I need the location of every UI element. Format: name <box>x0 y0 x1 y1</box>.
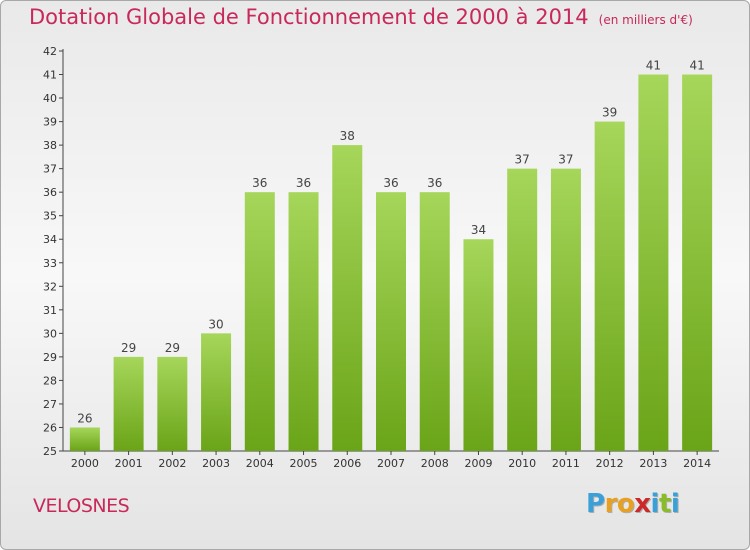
y-tick-label: 33 <box>43 257 57 270</box>
bar <box>332 145 363 451</box>
y-tick-label: 37 <box>43 163 57 176</box>
y-tick-label: 38 <box>43 139 57 152</box>
y-tick-label: 27 <box>43 398 57 411</box>
bar <box>288 192 319 452</box>
bar <box>507 168 538 451</box>
chart-title: Dotation Globale de Fonctionnement de 20… <box>29 5 693 29</box>
y-tick-label: 35 <box>43 210 57 223</box>
y-tick-label: 26 <box>43 421 57 434</box>
y-tick-label: 42 <box>43 45 57 58</box>
x-tick-label: 2004 <box>246 457 274 470</box>
logo-letter: r <box>604 489 618 519</box>
bar <box>244 192 275 452</box>
x-tick-label: 2011 <box>552 457 580 470</box>
bar <box>419 192 450 452</box>
bar <box>638 74 669 451</box>
logo-letter: i <box>670 489 680 519</box>
x-tick-label: 2009 <box>464 457 492 470</box>
bar <box>113 356 144 451</box>
y-tick-label: 30 <box>43 327 57 340</box>
data-label: 41 <box>689 59 704 73</box>
y-tick-label: 39 <box>43 116 57 129</box>
x-tick-label: 2000 <box>71 457 99 470</box>
x-tick-label: 2003 <box>202 457 230 470</box>
data-label: 36 <box>383 176 398 190</box>
y-tick-label: 36 <box>43 186 57 199</box>
x-tick-label: 2013 <box>639 457 667 470</box>
data-label: 38 <box>340 129 355 143</box>
unit-text: (en milliers d'€) <box>598 13 693 27</box>
data-label: 41 <box>646 59 661 73</box>
commune-name: VELOSNES <box>33 495 130 517</box>
bar <box>594 121 625 452</box>
y-tick-label: 28 <box>43 374 57 387</box>
data-label: 30 <box>208 317 223 331</box>
y-tick-label: 40 <box>43 92 57 105</box>
bar <box>201 333 232 451</box>
bar <box>376 192 406 452</box>
title-text: Dotation Globale de Fonctionnement de 20… <box>29 5 589 29</box>
x-tick-label: 2014 <box>683 457 711 470</box>
data-label: 26 <box>77 411 92 425</box>
y-tick-label: 31 <box>43 304 57 317</box>
x-tick-label: 2008 <box>421 457 449 470</box>
data-label: 29 <box>165 341 180 355</box>
proxiti-logo[interactable]: Proxiti <box>586 489 680 519</box>
bar <box>463 239 494 451</box>
x-tick-label: 2005 <box>290 457 318 470</box>
logo-letter: x <box>634 489 651 519</box>
data-label: 36 <box>296 176 311 190</box>
data-label: 36 <box>427 176 442 190</box>
y-tick-label: 25 <box>43 445 57 458</box>
x-tick-label: 2001 <box>115 457 143 470</box>
x-tick-label: 2010 <box>508 457 536 470</box>
logo-letter: t <box>658 489 671 519</box>
logo-letter: i <box>650 489 660 519</box>
y-tick-label: 29 <box>43 351 57 364</box>
bar <box>682 74 713 451</box>
data-label: 36 <box>252 176 267 190</box>
y-tick-label: 34 <box>43 233 57 246</box>
logo-letter: o <box>616 489 635 519</box>
data-label: 29 <box>121 341 136 355</box>
y-tick-label: 41 <box>43 69 57 82</box>
x-tick-label: 2002 <box>158 457 186 470</box>
x-tick-label: 2007 <box>377 457 405 470</box>
data-label: 37 <box>558 153 573 167</box>
data-label: 34 <box>471 223 486 237</box>
x-tick-label: 2012 <box>596 457 624 470</box>
bar <box>69 427 100 451</box>
logo-letter: P <box>586 489 605 519</box>
data-label: 39 <box>602 106 617 120</box>
y-tick-label: 32 <box>43 280 57 293</box>
x-tick-label: 2006 <box>333 457 361 470</box>
bar <box>157 356 188 451</box>
data-label: 37 <box>515 153 530 167</box>
bar <box>550 168 581 451</box>
